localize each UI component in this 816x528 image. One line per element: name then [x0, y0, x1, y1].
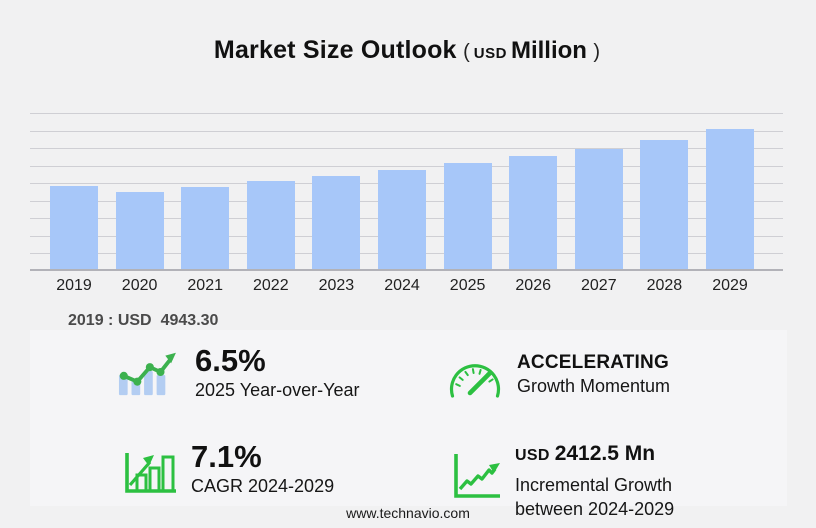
- bar-chart-growth-icon: [118, 444, 178, 501]
- gridline: [30, 113, 783, 114]
- x-axis-label-2023: 2023: [318, 277, 355, 294]
- chart-title-main: Market Size Outlook: [213, 36, 457, 64]
- bars-trend-up-icon: [110, 344, 182, 405]
- momentum-value: ACCELERATING: [517, 352, 669, 373]
- bar-plot: [30, 113, 783, 271]
- momentum-label: Growth Momentum: [517, 376, 671, 396]
- bar-2021: [181, 186, 230, 269]
- x-axis-labels: 2019 2020 2021 2022 2023 2024 2025 2026 2027 2028…: [30, 277, 783, 297]
- stat-incremental: USD 2412.5 Mn Incremental Growth between …: [448, 433, 674, 521]
- line-chart-growth-icon: [448, 450, 502, 505]
- x-axis-label-2025: 2025: [449, 277, 486, 294]
- stats-panel: [30, 330, 787, 506]
- chart-title-unit: Million: [510, 37, 587, 64]
- base-year-label: 2019 : USD: [68, 312, 152, 329]
- bar-2024: [378, 169, 426, 269]
- bar-2023: [312, 175, 361, 269]
- cagr-label: CAGR 2024-2029: [191, 476, 335, 496]
- x-axis-label-2020: 2020: [121, 277, 158, 294]
- incremental-currency: USD: [515, 447, 550, 464]
- bar-2029: [706, 129, 754, 269]
- bar-2026: [509, 155, 558, 269]
- base-year-value: 4943.30: [160, 312, 219, 329]
- x-axis-label-2021: 2021: [187, 277, 223, 294]
- bar-2019: [50, 185, 98, 269]
- yoy-label: 2025 Year-over-Year: [195, 380, 360, 400]
- x-axis-label-2026: 2026: [515, 277, 551, 294]
- x-axis-label-2027: 2027: [581, 277, 617, 294]
- bar-2028: [640, 139, 689, 269]
- cagr-value: 7.1%: [191, 439, 262, 474]
- chart-title-close-paren: ): [593, 41, 601, 63]
- stat-cagr: 7.1% CAGR 2024-2029: [118, 440, 334, 501]
- website-url: www.technavio.com: [346, 505, 470, 521]
- x-axis-label-2019: 2019: [56, 277, 92, 294]
- gridline: [30, 148, 783, 150]
- base-year-note: 2019 : USD 4943.30: [68, 312, 218, 330]
- incremental-label-line1: Incremental Growth: [515, 475, 673, 495]
- stat-momentum: ACCELERATING Growth Momentum: [446, 352, 670, 404]
- incremental-label-line2: between 2024-2029: [515, 499, 675, 519]
- x-axis-label-2029: 2029: [712, 277, 748, 294]
- bar-2025: [443, 163, 492, 269]
- x-axis-label-2028: 2028: [646, 277, 683, 294]
- bar-2027: [574, 148, 623, 269]
- x-axis-label-2024: 2024: [384, 277, 420, 294]
- yoy-value: 6.5%: [195, 343, 266, 378]
- incremental-value: USD 2412.5 Mn: [515, 433, 674, 473]
- chart-title: Market Size Outlook (USD Million ): [0, 36, 816, 65]
- gridline: [30, 130, 783, 132]
- chart-title-open-paren: (: [463, 41, 470, 63]
- x-axis-label-2022: 2022: [253, 277, 289, 294]
- incremental-amount: 2412.5 Mn: [554, 442, 656, 465]
- gridline: [30, 165, 783, 167]
- chart-title-currency: USD: [473, 45, 507, 62]
- bar-2020: [115, 192, 164, 269]
- stat-yoy: 6.5% 2025 Year-over-Year: [110, 344, 359, 405]
- bar-2022: [246, 180, 295, 269]
- speedometer-icon: [446, 357, 504, 404]
